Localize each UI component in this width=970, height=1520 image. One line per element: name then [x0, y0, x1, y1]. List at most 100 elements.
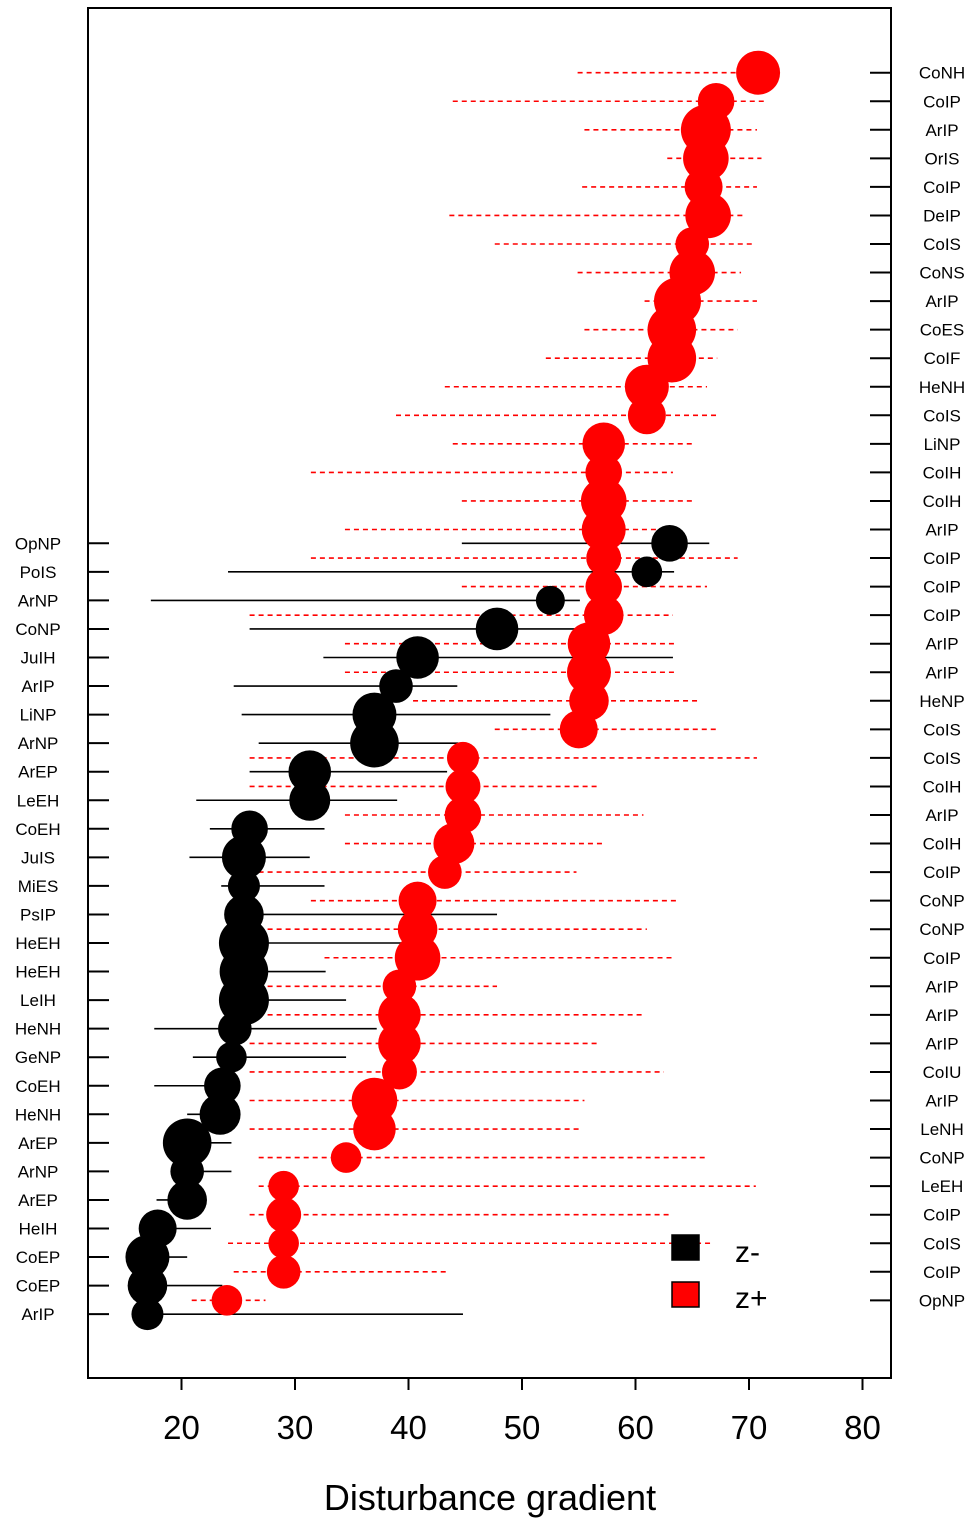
z-plus-point: [685, 192, 731, 239]
category-label: OrIS: [925, 149, 960, 168]
category-label: CoEP: [16, 1277, 60, 1296]
category-label: CoIP: [923, 863, 961, 882]
category-label: ArIP: [925, 121, 958, 140]
category-label: ArIP: [925, 635, 958, 654]
z-minus-point: [199, 1093, 241, 1135]
category-label: CoEH: [15, 820, 60, 839]
category-label: LeNH: [920, 1120, 963, 1139]
category-label: CoNS: [919, 264, 964, 283]
category-label: LiNP: [924, 435, 961, 454]
z-plus-point: [566, 650, 611, 695]
category-label: ArNP: [18, 734, 59, 753]
category-label: CoIP: [923, 578, 961, 597]
z-minus-point: [651, 525, 688, 562]
z-minus-point: [131, 1298, 164, 1331]
category-label: CoEP: [16, 1248, 60, 1267]
x-tick-label: 40: [390, 1409, 427, 1446]
z-minus-point: [350, 718, 399, 768]
z-minus-point: [170, 1154, 204, 1189]
category-label: CoIP: [923, 949, 961, 968]
plot-frame: [87, 7, 892, 1379]
category-label: CoIS: [923, 720, 961, 739]
category-label: ArEP: [18, 1134, 58, 1153]
z-plus-point: [627, 396, 666, 435]
z-plus-point: [585, 568, 623, 605]
category-label: JuIS: [21, 848, 55, 867]
category-label: ArIP: [21, 1305, 54, 1324]
category-label: CoIS: [923, 235, 961, 254]
z-minus-point: [631, 556, 663, 588]
z-plus-point: [330, 1142, 362, 1173]
z-plus-point: [211, 1285, 243, 1316]
category-label: ArIP: [925, 1034, 958, 1053]
z-plus-point: [378, 1022, 421, 1065]
category-label: CoNH: [919, 64, 965, 83]
legend: z- z+: [671, 1234, 768, 1315]
category-label: ArIP: [925, 977, 958, 996]
category-label: HeNH: [15, 1020, 61, 1039]
z-plus-point: [268, 1170, 299, 1202]
category-label: ArEP: [18, 1191, 58, 1210]
category-label: CoNP: [919, 1149, 964, 1168]
z-minus-point: [221, 835, 266, 880]
category-label: ArEP: [18, 763, 58, 782]
z-minus-point: [396, 636, 439, 679]
z-plus-point: [394, 934, 441, 981]
z-plus-point: [268, 1227, 299, 1259]
category-label: ArIP: [925, 1092, 958, 1111]
category-label: ArNP: [18, 591, 59, 610]
category-label: ArIP: [925, 292, 958, 311]
category-label: HeIH: [19, 1220, 58, 1239]
x-axis: 20 30 40 50 60 70 80: [163, 1378, 881, 1446]
category-label: PsIP: [20, 905, 56, 924]
x-tick-label: 70: [731, 1409, 768, 1446]
category-label: LeEH: [17, 791, 60, 810]
z-minus-point: [162, 1118, 212, 1168]
z-plus-point: [446, 741, 479, 774]
category-label: ArIP: [21, 677, 54, 696]
category-label: CoIU: [923, 1063, 962, 1082]
category-label: PoIS: [20, 563, 57, 582]
z-plus-point: [683, 135, 729, 182]
category-label: CoIP: [923, 1263, 961, 1282]
category-label: CoNP: [919, 892, 964, 911]
category-label: CoES: [920, 321, 964, 340]
category-label: ArNP: [18, 1162, 59, 1181]
x-tick-label: 80: [844, 1409, 881, 1446]
z-plus-point: [353, 1107, 396, 1151]
z-minus-point: [216, 1041, 247, 1073]
legend-label-z-minus: z-: [735, 1236, 760, 1269]
z-minus-category-labels: OpNP PoIS ArNP CoNP JuIH ArIP LiNP ArNP ArEP LeEH…: [15, 534, 109, 1324]
x-tick-label: 50: [504, 1409, 541, 1446]
x-axis-title: Disturbance gradient: [324, 1477, 656, 1518]
category-label: JuIH: [21, 649, 56, 668]
legend-label-z-plus: z+: [735, 1282, 768, 1315]
z-minus-point: [535, 585, 565, 615]
category-label: LeEH: [921, 1177, 964, 1196]
category-label: HeNP: [919, 692, 964, 711]
x-tick-label: 60: [617, 1409, 654, 1446]
category-label: CoIH: [923, 463, 962, 482]
z-minus-point: [125, 1235, 170, 1280]
category-label: CoIS: [923, 749, 961, 768]
z-plus-point: [445, 768, 481, 804]
z-plus-category-labels: CoNH CoIP ArIP OrIS CoIP DeIP CoIS CoNS ArIP CoES…: [870, 64, 965, 1310]
category-label: CoIP: [923, 178, 961, 197]
z-minus-point: [218, 1011, 252, 1046]
x-tick-label: 20: [163, 1409, 200, 1446]
z-plus-points: [211, 50, 781, 1316]
category-label: HeEH: [15, 934, 60, 953]
category-label: CoNP: [15, 620, 60, 639]
z-plus-point: [266, 1197, 302, 1233]
x-tick-label: 30: [277, 1409, 314, 1446]
category-label: LeIH: [20, 991, 56, 1010]
z-plus-point: [736, 50, 781, 95]
z-plus-point: [624, 364, 669, 409]
z-plus-point: [266, 1255, 301, 1289]
legend-swatch-z-plus: [671, 1281, 700, 1308]
z-minus-point: [288, 750, 332, 793]
z-plus-point: [428, 855, 462, 889]
category-label: CoIH: [923, 835, 962, 854]
category-label: HeNH: [919, 378, 965, 397]
